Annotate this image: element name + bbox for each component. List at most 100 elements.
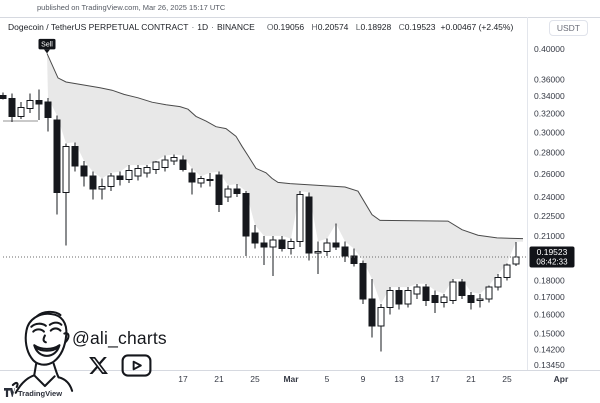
time-axis-label[interactable]: 25	[250, 374, 260, 384]
ohlc-readout: O0.19056 H0.20574 L0.18928 C0.19523	[262, 22, 436, 32]
candle-body	[62, 145, 70, 193]
candle-body	[44, 101, 52, 118]
tradingview-logo[interactable]: TradingView	[4, 388, 62, 398]
price-axis-label[interactable]: 0.14200	[534, 344, 565, 354]
candle-body	[161, 159, 169, 168]
candle-body	[404, 289, 412, 305]
high-value: 0.20574	[317, 22, 349, 32]
candle-body	[467, 294, 475, 303]
candle-body	[134, 167, 142, 177]
price-axis-label[interactable]: 0.16000	[534, 310, 565, 320]
candle-body	[512, 256, 520, 265]
time-axis-label[interactable]: 5	[325, 374, 330, 384]
candle-body	[476, 298, 484, 302]
price-axis-label[interactable]: 0.17000	[534, 292, 565, 302]
candle-body	[413, 286, 421, 295]
author-handle: @ali_charts	[72, 328, 167, 348]
candle-body	[224, 188, 232, 198]
candle-body	[440, 296, 448, 303]
candle-body	[260, 242, 268, 248]
price-axis-label[interactable]: 0.21000	[534, 231, 565, 241]
price-axis-divider	[527, 17, 528, 370]
price-axis-label[interactable]: 0.32000	[534, 109, 565, 119]
time-axis-label[interactable]: 21	[466, 374, 476, 384]
price-axis-label[interactable]: 0.40000	[534, 44, 565, 54]
candle-body	[206, 179, 214, 182]
candle-body	[143, 166, 151, 174]
price-axis-label[interactable]: 0.28000	[534, 147, 565, 157]
candle-body	[494, 276, 502, 288]
price-axis-label[interactable]: 0.18000	[534, 276, 565, 286]
candle-body	[422, 286, 430, 302]
candle-body	[332, 242, 340, 248]
time-axis-label[interactable]: 17	[430, 374, 440, 384]
candle-body	[287, 240, 295, 249]
time-axis-label[interactable]: 21	[214, 374, 224, 384]
candle-body	[242, 193, 250, 237]
sell-signal-label: Sell	[38, 38, 56, 54]
candle-body	[179, 159, 187, 171]
candle-body	[8, 98, 16, 117]
price-axis-label[interactable]: 0.15000	[534, 328, 565, 338]
time-axis-label[interactable]: 13	[394, 374, 404, 384]
tradingview-logo-text: TradingView	[18, 388, 63, 398]
author-watermark: @ali_charts	[8, 306, 208, 398]
price-axis-label[interactable]: 0.22500	[534, 211, 565, 221]
candle-body	[197, 177, 205, 184]
candle-body	[449, 281, 457, 302]
candle-body	[71, 145, 79, 167]
trailing-stop-line	[46, 53, 524, 240]
candle-body	[89, 175, 97, 190]
high-label: H	[311, 22, 318, 32]
candle-body	[188, 172, 196, 183]
candle-body	[107, 175, 115, 187]
change-value: +0.00467 (+2.45%)	[440, 22, 514, 32]
price-axis-label[interactable]: 0.13450	[534, 360, 565, 370]
price-axis-label[interactable]: 0.34000	[534, 91, 565, 101]
candle-body	[26, 99, 34, 109]
candle-body	[98, 186, 106, 190]
price-axis-label[interactable]: 0.36000	[534, 75, 565, 85]
close-label: C	[398, 22, 405, 32]
time-axis-label[interactable]: Apr	[554, 374, 569, 384]
time-axis-label[interactable]: 25	[502, 374, 512, 384]
youtube-icon	[121, 354, 152, 377]
svg-text:Sell: Sell	[41, 42, 53, 49]
price-axis-label[interactable]: 0.24000	[534, 192, 565, 202]
time-axis-label[interactable]: Mar	[283, 374, 299, 384]
candle-body	[368, 298, 376, 327]
candle-body	[269, 239, 277, 248]
candle-body	[395, 289, 403, 305]
close-value: 0.19523	[404, 22, 436, 32]
candle-body	[0, 94, 7, 100]
candle-body	[251, 232, 259, 244]
published-caption: published on TradingView.com, Mar 26, 20…	[37, 3, 226, 12]
price-axis-label[interactable]: 0.26000	[534, 169, 565, 179]
candle-body	[278, 239, 286, 249]
price-axis-label[interactable]: 0.30000	[534, 127, 565, 137]
candle-body	[503, 264, 511, 278]
candle-body	[17, 106, 25, 117]
candle-body	[215, 174, 223, 205]
tradingview-mark-icon	[4, 388, 15, 397]
symbol-title[interactable]: Dogecoin / TetherUS PERPETUAL CONTRACT	[8, 22, 189, 32]
interval-label[interactable]: 1D	[197, 22, 209, 32]
candle-body	[152, 161, 160, 170]
time-axis-label[interactable]: 17	[178, 374, 188, 384]
x-twitter-icon	[89, 356, 108, 375]
svg-text:0.19523: 0.19523	[537, 247, 568, 257]
trailing-stop-band	[47, 53, 523, 305]
candle-body	[80, 165, 88, 177]
currency-toggle-button[interactable]: USDT	[548, 20, 588, 36]
face-sketch	[11, 310, 74, 394]
candle-body	[125, 170, 133, 181]
candle-body	[377, 307, 385, 327]
time-axis-divider	[0, 370, 600, 371]
candle-body	[233, 188, 241, 195]
svg-text:08:42:33: 08:42:33	[536, 258, 568, 267]
exchange-label: BINANCE	[217, 22, 255, 32]
time-axis-label[interactable]: 9	[361, 374, 366, 384]
candle-body	[359, 262, 367, 300]
